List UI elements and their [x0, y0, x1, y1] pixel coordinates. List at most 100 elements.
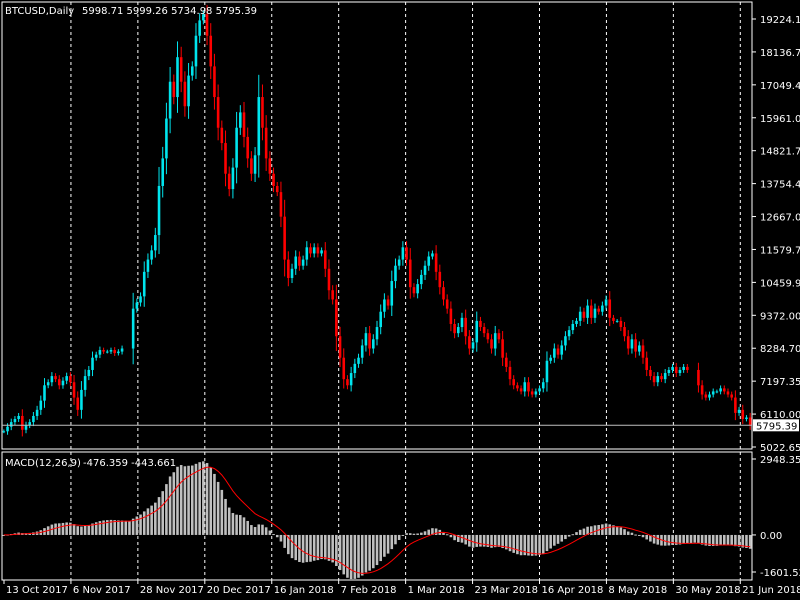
- candle-body: [257, 97, 261, 156]
- candle-body: [239, 112, 242, 128]
- candle-body: [357, 357, 360, 364]
- macd-bar: [416, 533, 419, 535]
- candle-body: [468, 336, 471, 349]
- candle-body: [46, 382, 50, 386]
- macd-bar: [375, 534, 379, 566]
- candle-body: [69, 376, 72, 383]
- candle-body: [423, 265, 427, 275]
- macd-bar: [501, 534, 504, 549]
- current-price-box: [753, 419, 799, 432]
- macd-label: MACD(12,26,9): [5, 458, 81, 469]
- macd-bar: [161, 491, 165, 535]
- candle-body: [641, 345, 645, 358]
- macd-bar: [198, 462, 201, 535]
- macd-bar: [652, 534, 656, 544]
- candle-body: [290, 268, 294, 278]
- candle-body: [545, 360, 549, 383]
- candle-body: [564, 336, 567, 346]
- macd-bar: [235, 514, 238, 535]
- candle-body: [250, 158, 253, 174]
- candle-body: [338, 336, 342, 358]
- time-tick-label: 23 Mar 2018: [475, 585, 538, 596]
- macd-bar: [708, 534, 711, 546]
- candle-body: [497, 333, 501, 340]
- candle-body: [553, 348, 556, 358]
- macd-bar: [445, 534, 449, 536]
- macd-bar: [165, 484, 168, 535]
- candle-body: [416, 284, 419, 294]
- candle-body: [131, 308, 135, 349]
- candle-body: [748, 417, 752, 426]
- time-tick-label: 7 Feb 2018: [341, 585, 397, 596]
- macd-bar: [76, 526, 80, 535]
- macd-bar: [682, 534, 685, 544]
- macd-bar: [83, 525, 87, 535]
- candle-body: [730, 394, 733, 398]
- macd-bar: [715, 534, 719, 546]
- macd-bar: [98, 521, 102, 535]
- candle-body: [431, 253, 434, 257]
- candle-body: [360, 345, 364, 358]
- candle-body: [460, 317, 464, 328]
- candle-body: [368, 333, 371, 349]
- candle-body: [586, 305, 589, 318]
- candle-body: [386, 299, 390, 306]
- macd-bar: [357, 534, 360, 578]
- candle-body: [335, 299, 338, 337]
- candle-body: [745, 417, 748, 420]
- macd-bar: [442, 531, 445, 535]
- macd-bar: [394, 534, 397, 545]
- macd-bar: [456, 534, 460, 542]
- macd-bar: [671, 534, 674, 545]
- candle-body: [220, 127, 224, 144]
- price-pane: [1, 1, 753, 450]
- macd-bar: [294, 534, 298, 561]
- macd-bar: [261, 524, 264, 535]
- candle-body: [512, 379, 515, 386]
- macd-tick-label: -1601.526: [760, 568, 800, 579]
- macd-bar: [608, 524, 612, 535]
- macd-bar: [397, 534, 401, 540]
- chart-ohlc: 5998.71 5999.26 5734.98 5795.39: [82, 6, 257, 17]
- macd-bar: [460, 534, 464, 543]
- candle-body: [253, 155, 257, 174]
- macd-bar: [368, 534, 371, 571]
- macd-bar: [72, 524, 76, 535]
- candle-body: [150, 250, 153, 260]
- candle-body: [142, 271, 146, 297]
- macd-bar: [150, 505, 153, 535]
- candle-body: [342, 357, 346, 380]
- macd-bar: [693, 534, 697, 543]
- macd-bar: [190, 465, 194, 535]
- price-tick-label: 15961.05: [760, 114, 800, 125]
- candle-body: [287, 259, 290, 278]
- candle-body: [582, 311, 586, 318]
- macd-bar: [737, 534, 741, 547]
- macd-bar: [431, 528, 434, 535]
- macd-bar: [220, 489, 224, 535]
- candle-body: [645, 357, 648, 370]
- candle-body: [165, 118, 168, 159]
- macd-histogram: [2, 461, 752, 580]
- candle-body: [734, 397, 737, 413]
- macd-tick-label: 2948.354: [760, 455, 800, 466]
- macd-bar: [475, 534, 479, 547]
- candle-body: [279, 192, 283, 217]
- time-axis: 13 Oct 2017 6 Nov 2017 28 Nov 2017 20 Dec 2…: [3, 580, 800, 596]
- candle-body: [224, 143, 227, 174]
- macd-bar: [527, 534, 530, 556]
- macd-bar: [538, 534, 541, 555]
- candle-body: [91, 357, 94, 370]
- macd-bar: [157, 497, 161, 535]
- candle-body: [527, 382, 530, 392]
- macd-bar: [748, 534, 752, 549]
- candle-body: [505, 357, 508, 367]
- candle-body: [21, 415, 24, 430]
- candle-body: [660, 376, 663, 380]
- price-tick-label: 11579.70: [760, 245, 800, 256]
- candle-body: [353, 363, 357, 374]
- macd-bar: [168, 476, 172, 535]
- macd-bar: [372, 534, 375, 569]
- macd-bar: [523, 534, 527, 556]
